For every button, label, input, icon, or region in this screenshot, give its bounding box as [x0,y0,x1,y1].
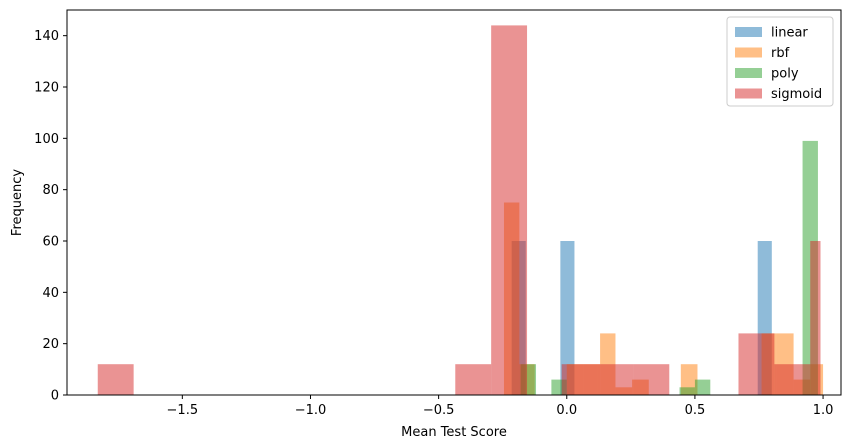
bars-layer [97,25,824,396]
legend-item-rbf: rbf [735,46,790,61]
legend-box [726,16,834,107]
y-tick-label: 20 [42,337,59,352]
y-axis: 0 20 40 60 80 100 120 140 [34,29,67,404]
x-axis: −1.5 −1.0 −0.5 0.0 0.5 1.0 [167,395,834,418]
x-tick-label: −1.5 [167,403,199,418]
plot-frame [66,9,842,396]
bar-sigmoid-0 [97,364,134,395]
legend-label: sigmoid [771,87,822,102]
y-tick-label: 0 [51,389,59,404]
legend-item-linear: linear [735,26,808,41]
y-tick-label: 100 [34,132,59,147]
legend-label: linear [771,26,808,41]
x-tick-label: 0.0 [556,403,577,418]
legend-label: poly [771,67,799,82]
bar-linear-1 [560,241,575,395]
legend-swatch [735,68,762,78]
x-axis-label: Mean Test Score [401,425,507,440]
bar-sigmoid-8 [810,241,821,395]
bar-sigmoid-2 [491,25,528,396]
legend-swatch [735,88,762,99]
legend-swatch [735,27,762,37]
bar-poly-3 [694,379,711,395]
x-tick-label: 1.0 [813,403,834,418]
y-tick-label: 140 [34,29,59,44]
y-tick-label: 120 [34,81,59,96]
y-axis-label: Frequency [10,169,25,236]
y-tick-label: 40 [42,286,59,301]
bar-sigmoid-5 [633,364,670,395]
x-tick-label: 0.5 [685,403,706,418]
legend-item-sigmoid: sigmoid [735,87,822,102]
bar-sigmoid-7 [774,364,811,395]
bar-sigmoid-6 [738,333,775,395]
legend-label: rbf [771,46,790,61]
bar-sigmoid-1 [455,364,492,395]
y-tick-label: 60 [42,235,59,250]
legend: linear rbf poly sigmoid [726,16,834,107]
y-tick-label: 80 [42,183,59,198]
x-tick-label: −0.5 [423,403,455,418]
x-tick-label: −1.0 [295,403,327,418]
series-sigmoid [97,25,821,396]
bar-poly-2 [679,387,695,395]
legend-item-poly: poly [735,67,799,82]
bar-sigmoid-3 [561,364,598,395]
bar-sigmoid-4 [597,364,634,395]
legend-swatch [735,47,762,58]
